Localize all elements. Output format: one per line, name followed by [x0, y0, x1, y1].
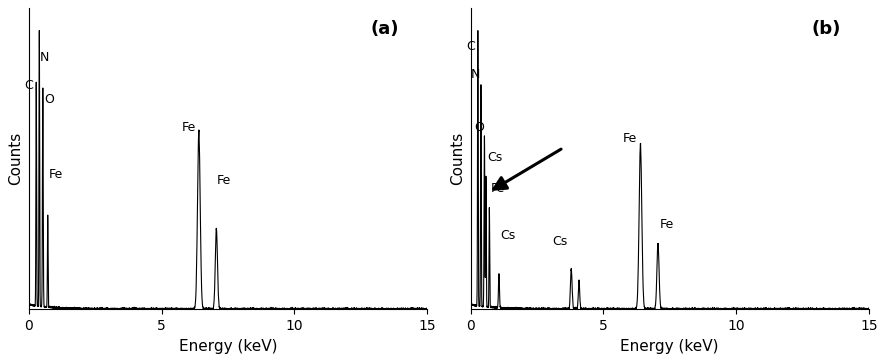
- Text: C: C: [466, 40, 475, 53]
- Text: O: O: [474, 121, 484, 134]
- Text: Fe: Fe: [182, 121, 196, 134]
- X-axis label: Energy (keV): Energy (keV): [179, 339, 277, 354]
- Text: Fe: Fe: [49, 168, 63, 181]
- Text: Fe: Fe: [623, 132, 637, 145]
- Text: C: C: [25, 79, 33, 92]
- Text: (b): (b): [812, 20, 841, 38]
- Text: Cs: Cs: [501, 230, 516, 243]
- Text: Fe: Fe: [659, 218, 674, 231]
- Y-axis label: Counts: Counts: [8, 132, 23, 185]
- Text: N: N: [40, 51, 50, 64]
- Text: O: O: [43, 93, 54, 106]
- Text: N: N: [470, 68, 480, 81]
- Text: (a): (a): [371, 20, 400, 38]
- Y-axis label: Counts: Counts: [450, 132, 465, 185]
- X-axis label: Energy (keV): Energy (keV): [620, 339, 719, 354]
- Text: Fe: Fe: [491, 182, 505, 195]
- Text: Fe: Fe: [216, 174, 230, 187]
- Text: Cs: Cs: [487, 151, 502, 164]
- Text: Cs: Cs: [552, 235, 567, 248]
